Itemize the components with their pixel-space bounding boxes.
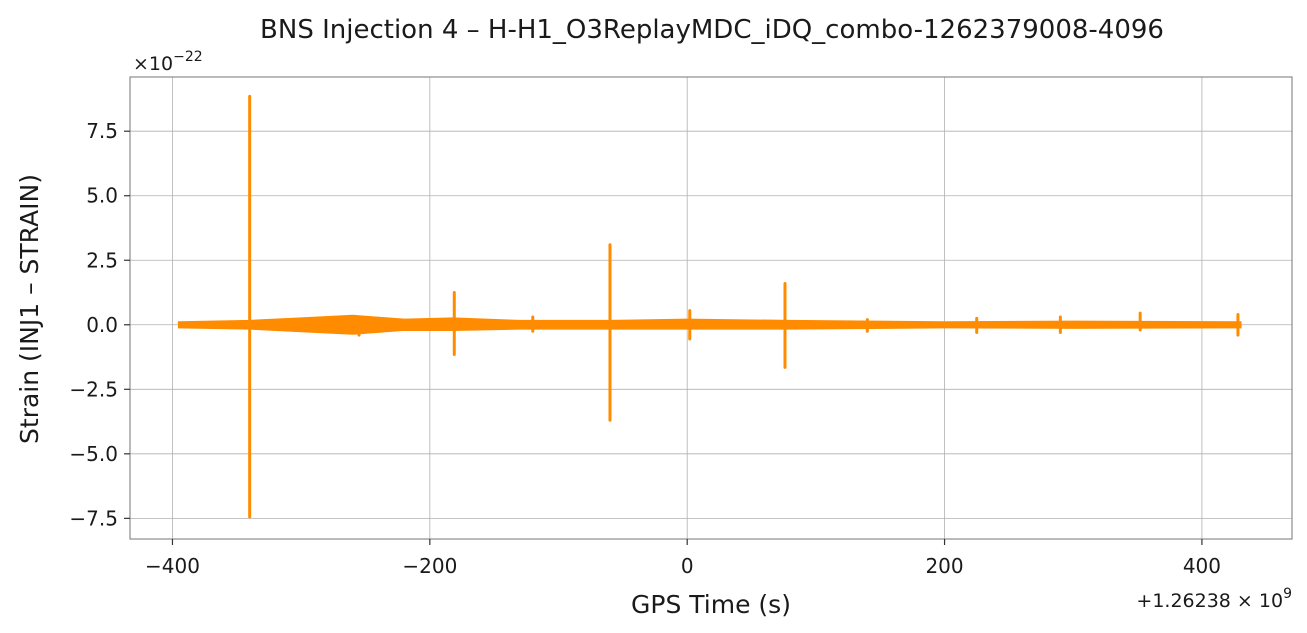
x-tick-label: 200 [925, 554, 963, 578]
y-scale-factor: ×10−22 [133, 49, 203, 75]
y-scale-exponent: −22 [173, 49, 203, 65]
y-tick-label: 7.5 [86, 119, 118, 143]
y-axis-ticks: 7.5 5.0 2.5 0.0 −2.5 −5.0 −7.5 [69, 119, 130, 530]
plot-area [177, 94, 1242, 519]
y-tick-label: 5.0 [86, 184, 118, 208]
y-tick-label: −2.5 [69, 377, 118, 401]
y-axis-label: Strain (INJ1 – STRAIN) [15, 174, 44, 444]
x-axis-label: GPS Time (s) [631, 590, 791, 619]
strain-series [177, 94, 1242, 519]
y-tick-label: −7.5 [69, 506, 118, 530]
x-tick-label: −400 [145, 554, 200, 578]
x-tick-label: −200 [402, 554, 457, 578]
x-offset-label: +1.26238 × 109 [1136, 586, 1292, 612]
y-tick-label: 0.0 [86, 313, 118, 337]
x-offset-base: +1.26238 × 10 [1136, 590, 1283, 612]
x-axis-ticks: −400 −200 0 200 400 [145, 539, 1221, 578]
x-offset-exponent: 9 [1283, 586, 1292, 602]
chart-title: BNS Injection 4 – H-H1_O3ReplayMDC_iDQ_c… [260, 15, 1164, 45]
x-tick-label: 400 [1183, 554, 1221, 578]
plot-frame [129, 76, 1293, 540]
y-tick-label: 2.5 [86, 248, 118, 272]
x-tick-label: 0 [681, 554, 694, 578]
y-tick-label: −5.0 [69, 442, 118, 466]
y-scale-base: ×10 [133, 53, 173, 75]
